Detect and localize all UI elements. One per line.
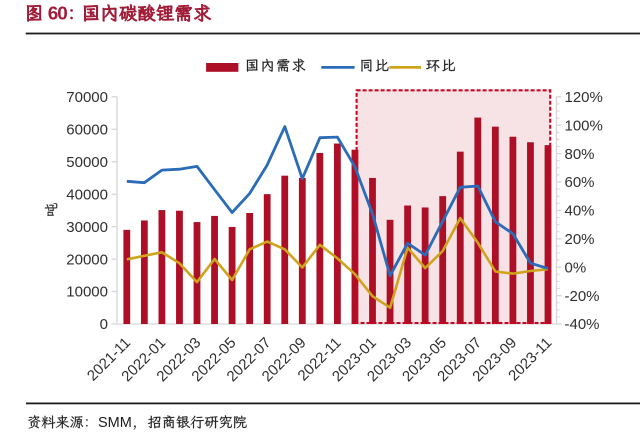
svg-text:20%: 20%	[565, 231, 595, 248]
svg-text:SMM: SMM	[98, 415, 132, 431]
svg-text:80%: 80%	[565, 146, 595, 163]
svg-text:0%: 0%	[565, 259, 587, 276]
svg-text:-20%: -20%	[565, 288, 600, 305]
svg-text:30000: 30000	[66, 219, 108, 236]
svg-text:60000: 60000	[66, 122, 108, 139]
svg-text:120%: 120%	[565, 89, 603, 106]
svg-text:60: 60	[48, 4, 68, 25]
svg-text:70000: 70000	[66, 89, 108, 106]
svg-text:60%: 60%	[565, 174, 595, 191]
svg-text:40%: 40%	[565, 203, 595, 220]
svg-text:100%: 100%	[565, 117, 603, 134]
svg-text:10000: 10000	[66, 284, 108, 301]
svg-text:20000: 20000	[66, 251, 108, 268]
svg-text:40000: 40000	[66, 186, 108, 203]
svg-text:0: 0	[100, 316, 108, 333]
svg-text:-40%: -40%	[565, 316, 600, 333]
svg-text:50000: 50000	[66, 154, 108, 171]
